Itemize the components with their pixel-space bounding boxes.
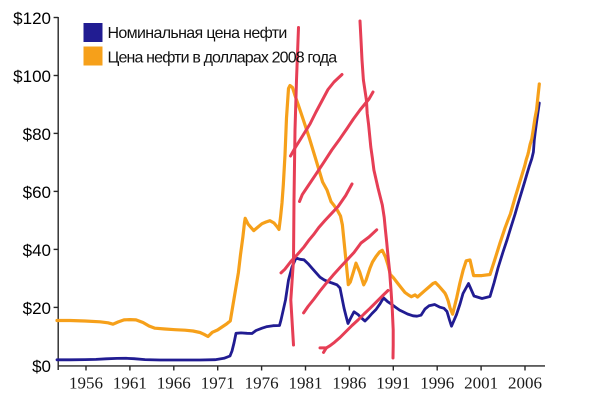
svg-text:$120: $120 (13, 9, 51, 28)
svg-text:1996: 1996 (420, 374, 454, 393)
svg-text:$0: $0 (32, 357, 51, 376)
svg-text:$40: $40 (23, 241, 51, 260)
svg-text:1986: 1986 (332, 374, 366, 393)
svg-text:1961: 1961 (113, 374, 147, 393)
svg-text:2001: 2001 (464, 374, 498, 393)
svg-text:1971: 1971 (201, 374, 235, 393)
svg-text:$80: $80 (23, 125, 51, 144)
svg-text:1956: 1956 (69, 374, 103, 393)
svg-text:Цена нефти в долларах 2008 год: Цена нефти в долларах 2008 года (108, 50, 338, 67)
svg-text:$100: $100 (13, 67, 51, 86)
svg-text:1976: 1976 (245, 374, 279, 393)
svg-text:2006: 2006 (508, 374, 542, 393)
svg-text:1991: 1991 (376, 374, 410, 393)
svg-text:1981: 1981 (289, 374, 323, 393)
svg-text:Номинальная цена нефти: Номинальная цена нефти (108, 25, 287, 42)
svg-text:1966: 1966 (157, 374, 191, 393)
svg-text:$20: $20 (23, 299, 51, 318)
svg-text:$60: $60 (23, 183, 51, 202)
